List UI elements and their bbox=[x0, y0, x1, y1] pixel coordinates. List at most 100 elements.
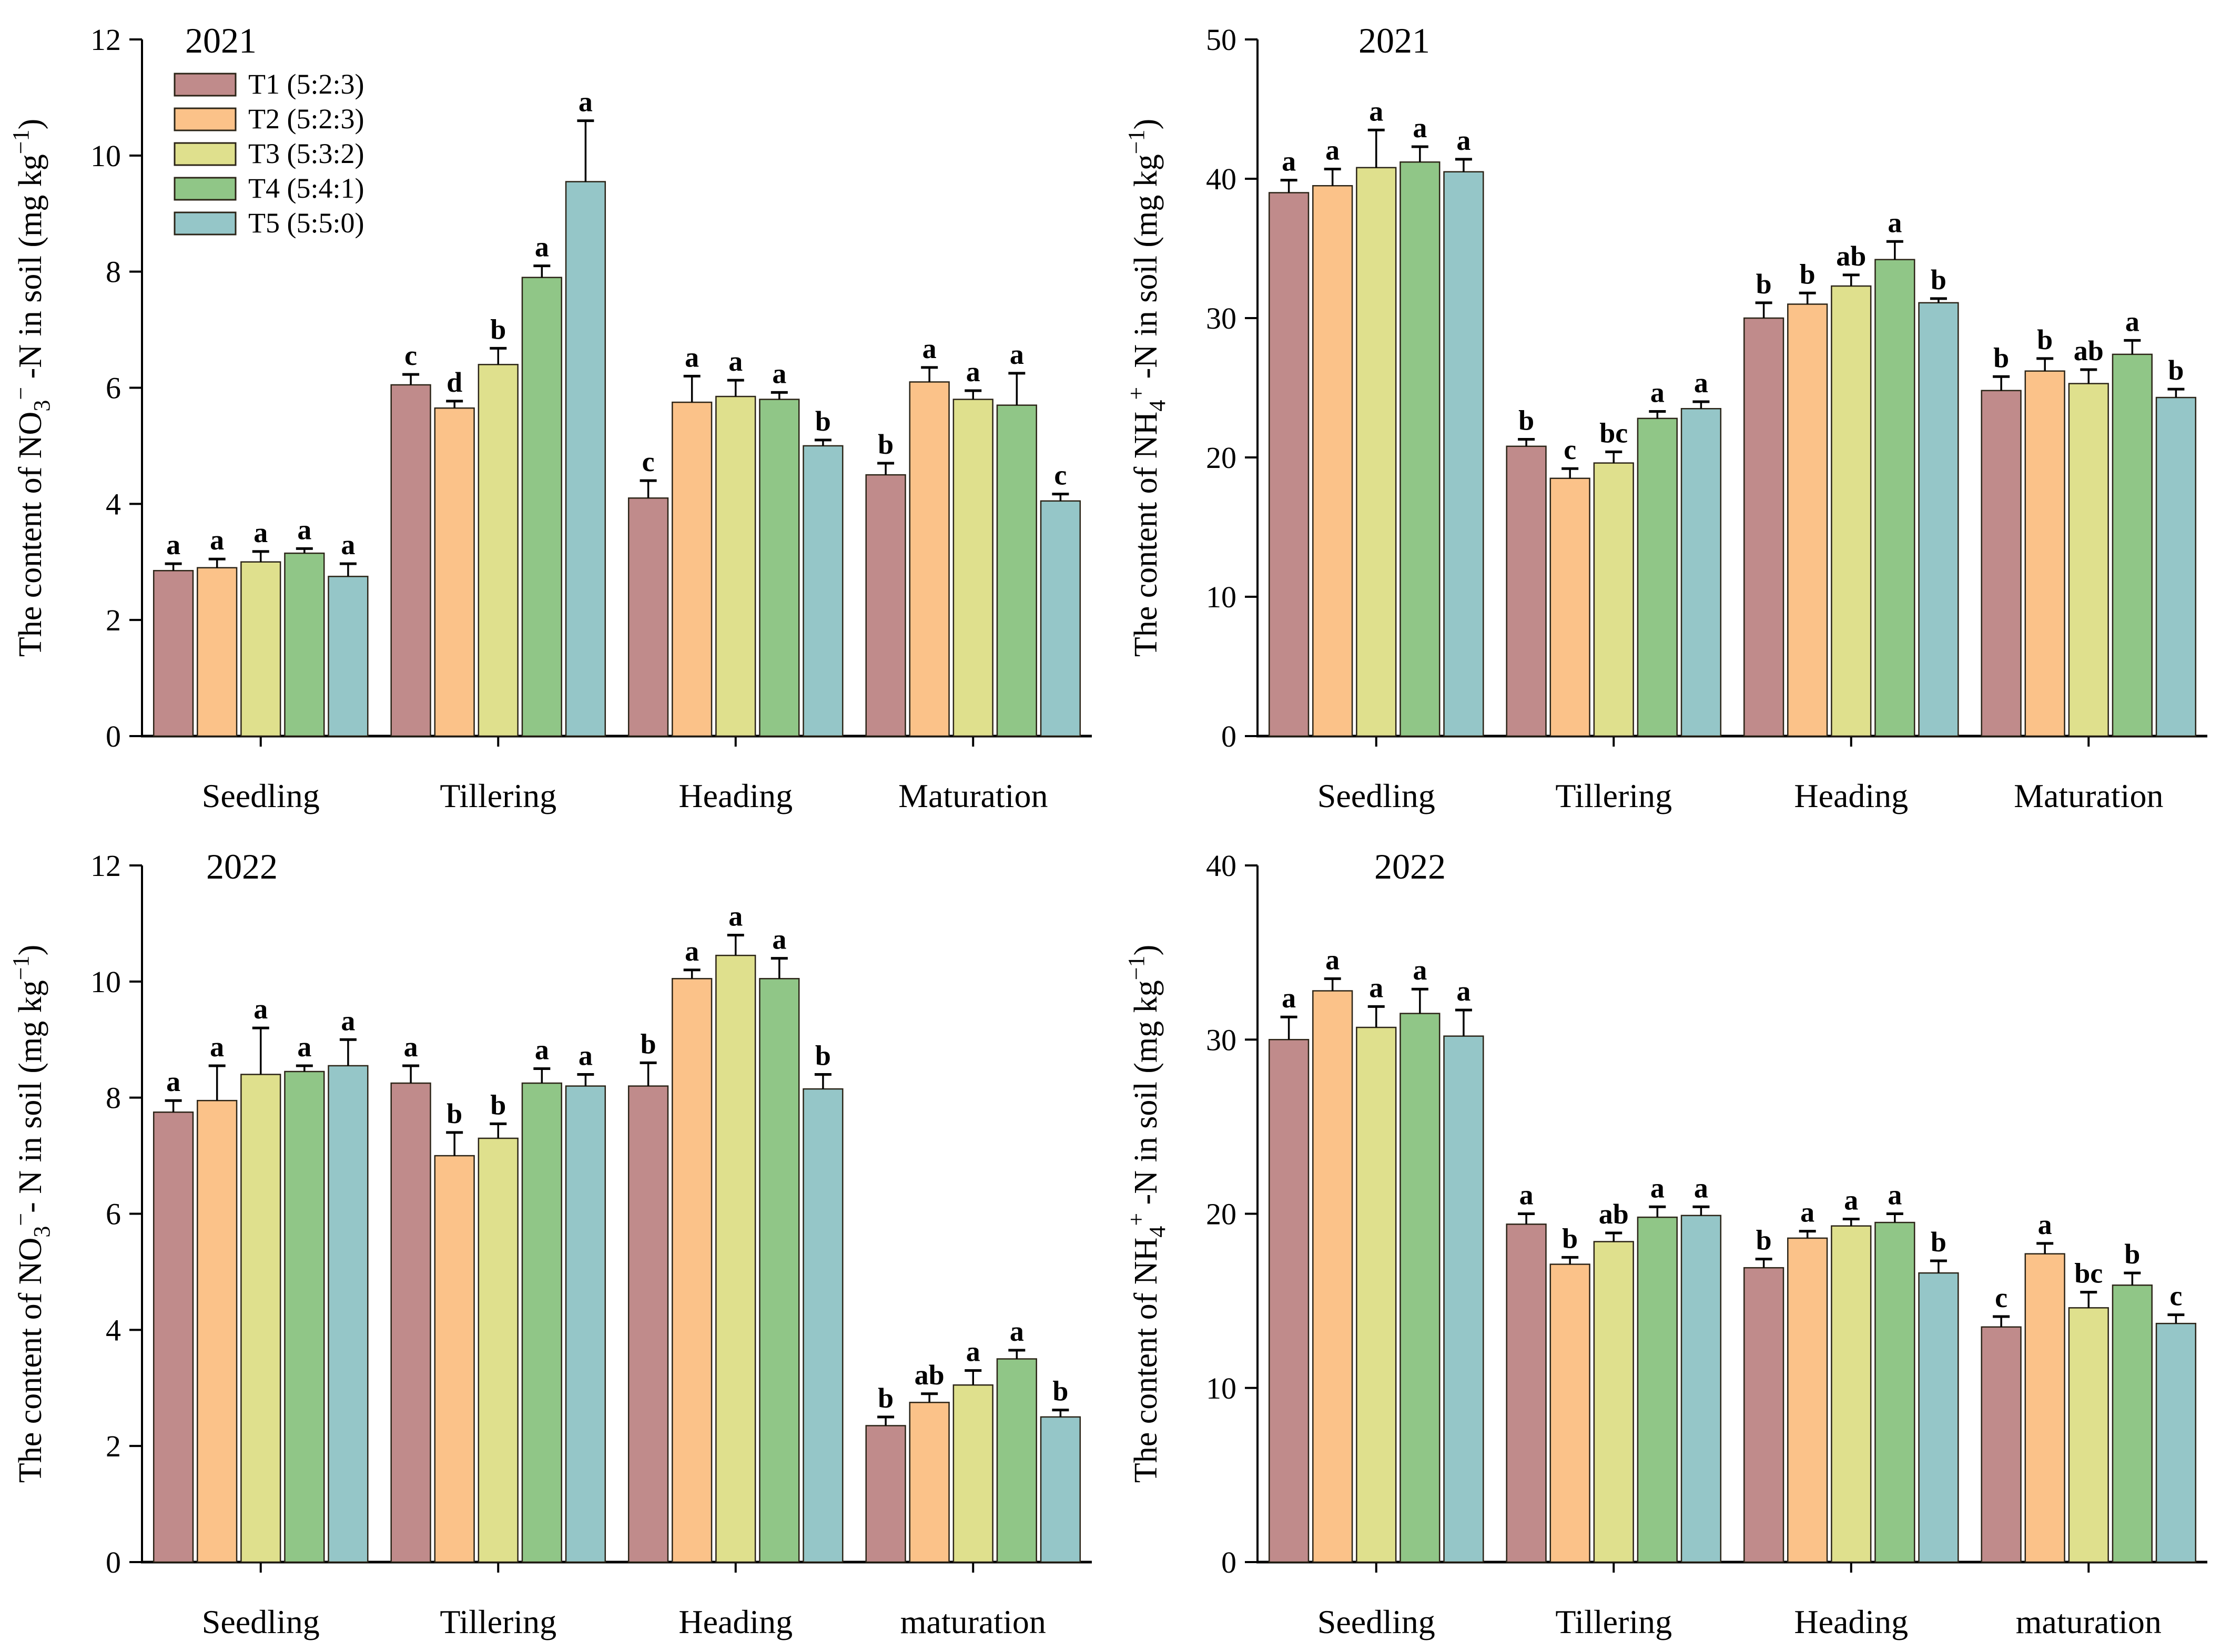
significance-letter: a bbox=[404, 1031, 418, 1063]
significance-letter: b bbox=[1931, 264, 1946, 295]
y-tick-label: 0 bbox=[1221, 1545, 1236, 1579]
significance-letter: b bbox=[1518, 405, 1534, 436]
bar bbox=[759, 978, 800, 1563]
y-tick-label: 10 bbox=[90, 965, 121, 999]
bar bbox=[2068, 383, 2109, 737]
significance-letter: b bbox=[1931, 1226, 1946, 1258]
significance-letter: a bbox=[1010, 1316, 1024, 1347]
significance-letter: a bbox=[535, 1034, 549, 1065]
significance-letter: a bbox=[166, 1066, 180, 1097]
x-category-label: Heading bbox=[678, 1603, 793, 1640]
significance-letter: a bbox=[772, 924, 786, 955]
significance-letter: b bbox=[1800, 258, 1816, 290]
legend-swatch bbox=[174, 73, 237, 97]
bar bbox=[952, 399, 993, 737]
bar-chart-nh4-2021: 0 10 20 30 40 50 The content of NH4+ -N in soi… bbox=[1123, 21, 2207, 814]
legend-label: T3 (5:3:2) bbox=[248, 138, 364, 169]
x-category-label: Heading bbox=[1794, 1603, 1908, 1640]
bar bbox=[803, 445, 844, 737]
bar bbox=[1443, 1035, 1484, 1563]
chart-panel-nh4-2021: 0 10 20 30 40 50 The content of NH4+ -N in soi… bbox=[1116, 0, 2231, 826]
significance-letter: ab bbox=[1836, 240, 1866, 272]
significance-letter: c bbox=[404, 340, 417, 371]
bar bbox=[1831, 285, 1872, 737]
bar bbox=[1743, 1267, 1784, 1563]
significance-letter: a bbox=[1650, 1172, 1665, 1204]
y-tick-label: 10 bbox=[1206, 580, 1236, 614]
bar-chart-no3-2022: 0 2 4 6 8 10 12 The content of NO3−- N in soil … bbox=[8, 847, 1092, 1640]
significance-letter: b bbox=[815, 1040, 831, 1072]
bar bbox=[1637, 1216, 1678, 1563]
bar bbox=[284, 552, 325, 737]
bar bbox=[715, 395, 756, 737]
significance-letter: a bbox=[966, 356, 980, 387]
bar bbox=[434, 407, 475, 737]
significance-letter: a bbox=[685, 935, 699, 967]
significance-letter: b bbox=[2037, 324, 2053, 355]
significance-letter: a bbox=[1844, 1184, 1858, 1216]
bar bbox=[672, 401, 713, 737]
significance-letter: d bbox=[447, 366, 462, 398]
bar bbox=[240, 561, 281, 737]
bar bbox=[715, 954, 756, 1563]
significance-letter: b bbox=[490, 1089, 506, 1120]
y-tick-label: 12 bbox=[90, 849, 121, 883]
bar bbox=[1787, 303, 1828, 737]
significance-letter: a bbox=[253, 993, 268, 1025]
significance-letter: b bbox=[1756, 1225, 1772, 1256]
significance-letter: b bbox=[1993, 342, 2009, 373]
significance-letter: c bbox=[1054, 460, 1067, 491]
legend-label: T5 (5:5:0) bbox=[248, 207, 364, 239]
x-category-label: Seedling bbox=[1317, 1603, 1435, 1640]
bar-chart-no3-2021: 0 2 4 6 8 10 12 The content of NO3− -N in soil … bbox=[8, 21, 1092, 814]
bar bbox=[1981, 1326, 2022, 1563]
y-tick-label: 50 bbox=[1206, 23, 1236, 57]
bar bbox=[1268, 192, 1310, 737]
bar bbox=[1268, 1039, 1310, 1563]
y-tick-label: 10 bbox=[90, 139, 121, 173]
bar bbox=[478, 364, 519, 737]
significance-letter: a bbox=[1282, 146, 1296, 177]
y-tick-label: 10 bbox=[1206, 1371, 1236, 1405]
bar-chart-nh4-2022: 0 10 20 30 40 The content of NH4+ -N in soil … bbox=[1123, 847, 2207, 1640]
bar bbox=[1593, 1241, 1634, 1563]
significance-letter: a bbox=[1369, 95, 1383, 127]
bar bbox=[1400, 161, 1441, 737]
x-category-label: Tillering bbox=[440, 1603, 556, 1640]
bar bbox=[565, 1085, 606, 1563]
significance-letter: a bbox=[728, 901, 743, 932]
significance-letter: b bbox=[447, 1098, 462, 1129]
significance-letter: a bbox=[1694, 367, 1708, 399]
significance-letter: a bbox=[685, 341, 699, 373]
bar bbox=[521, 277, 562, 737]
significance-letter: a bbox=[1325, 134, 1340, 166]
significance-letter: b bbox=[641, 1028, 656, 1059]
bar bbox=[1874, 1221, 1915, 1563]
year-label: 2022 bbox=[1374, 847, 1446, 886]
bar bbox=[2155, 1322, 2197, 1563]
significance-letter: a bbox=[1694, 1172, 1708, 1204]
x-category-label: Seedling bbox=[1317, 777, 1435, 814]
significance-letter: b bbox=[2168, 354, 2184, 386]
x-category-label: Heading bbox=[678, 777, 793, 814]
bar bbox=[2024, 370, 2065, 737]
significance-letter: bc bbox=[2074, 1258, 2103, 1289]
y-tick-label: 0 bbox=[106, 1545, 121, 1579]
x-category-label: Tillering bbox=[1555, 777, 1672, 814]
bar bbox=[1040, 1416, 1081, 1563]
y-tick-label: 6 bbox=[106, 371, 121, 405]
y-tick-label: 40 bbox=[1206, 849, 1236, 883]
significance-letter: c bbox=[2169, 1280, 2182, 1312]
bar bbox=[1981, 390, 2022, 737]
significance-letter: c bbox=[1995, 1282, 2007, 1313]
significance-letter: a bbox=[1519, 1179, 1534, 1211]
y-axis-title: The content of NO3− -N in soil (mg kg−1) bbox=[8, 119, 55, 657]
bar bbox=[390, 1082, 431, 1563]
y-tick-label: 6 bbox=[106, 1197, 121, 1231]
bar bbox=[627, 497, 669, 737]
significance-letter: a bbox=[1413, 954, 1427, 986]
significance-letter: a bbox=[1456, 125, 1471, 156]
year-label: 2021 bbox=[185, 21, 257, 60]
bar bbox=[2024, 1253, 2065, 1563]
x-category-label: maturation bbox=[900, 1603, 1046, 1640]
